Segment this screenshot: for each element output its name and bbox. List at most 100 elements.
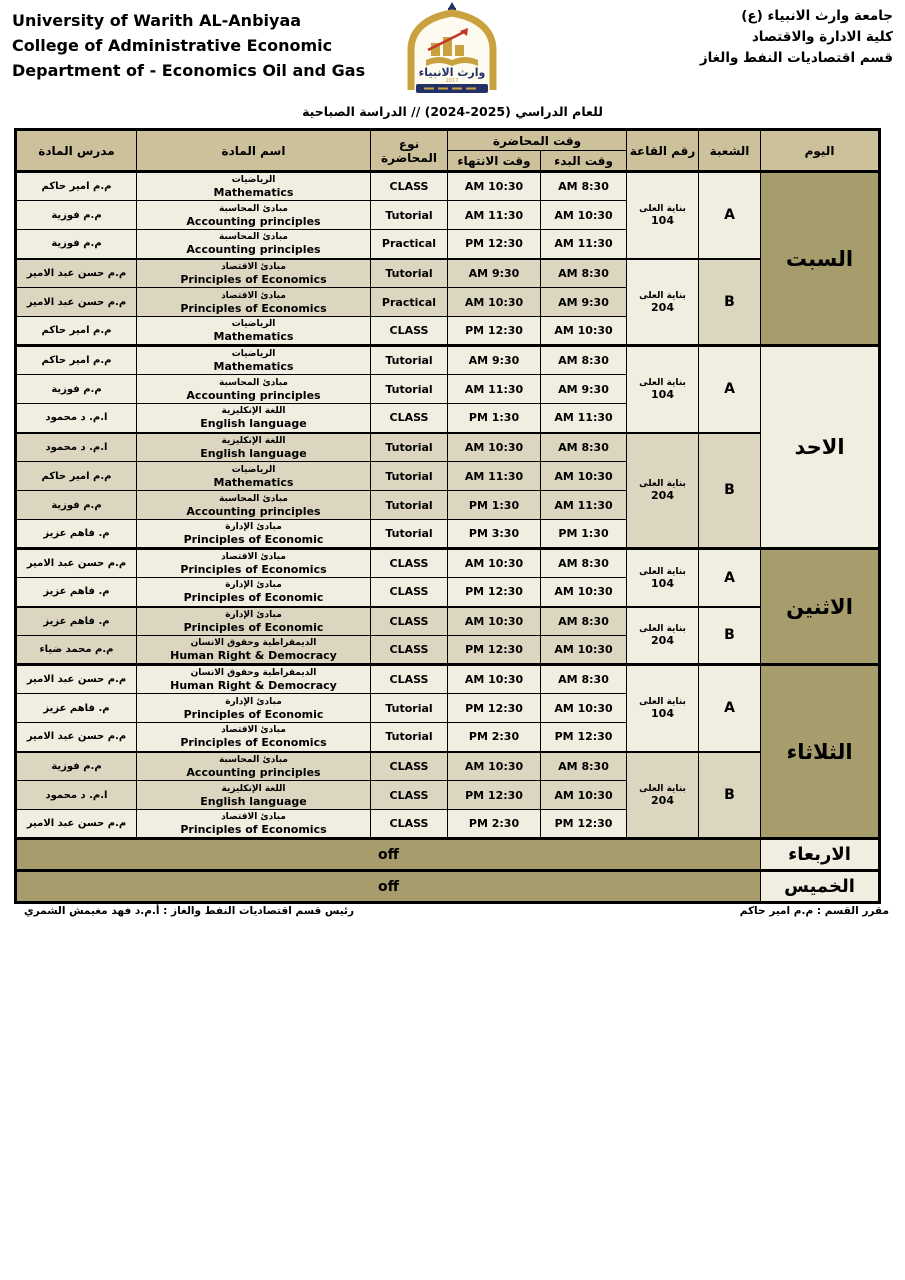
lecture-type-cell: Tutorial — [370, 200, 448, 230]
section-cell: A — [698, 663, 762, 752]
subject-cell: مبادئ المحاسبة Accounting principles — [136, 750, 371, 781]
subject-name-english: Principles of Economic — [183, 591, 324, 605]
subject-name-arabic: الرياضيات — [231, 464, 276, 475]
subject-name-arabic: مبادئ المحاسبة — [219, 377, 288, 388]
room-number: 104 — [651, 707, 674, 721]
subject-name-arabic: الرياضيات — [231, 349, 276, 359]
subject-name-arabic: مبادئ المحاسبة — [219, 232, 288, 243]
lecture-type-cell: Tutorial — [370, 374, 448, 404]
subject-cell: مبادئ الاقتصاد Principles of Economics — [136, 547, 371, 578]
lecture-type-cell: Tutorial — [370, 257, 448, 288]
subject-cell: اللغة الإنكليزية English language — [136, 780, 371, 810]
teacher-cell: م.م فوزية — [15, 200, 137, 230]
teacher-cell: م. فاهم عزيز — [15, 577, 137, 607]
end-time-cell: 9:30 AM — [446, 344, 542, 375]
subject-cell: الرياضيات Mathematics — [136, 461, 371, 491]
subject-name-arabic: مبادئ الاقتصاد — [221, 290, 286, 301]
subject-name-arabic: الرياضيات — [231, 175, 276, 185]
room-cell: بناية العلى 204 — [626, 605, 700, 665]
ribbon-marks — [424, 87, 476, 90]
start-time-cell: 9:30 AM — [540, 287, 628, 317]
room-building-label: بناية العلى — [639, 378, 686, 389]
room-building-label: بناية العلى — [639, 624, 686, 635]
lecture-type-cell: Practical — [370, 287, 448, 317]
lecture-type-cell: CLASS — [370, 809, 448, 839]
section-cell: B — [698, 750, 762, 839]
subject-name-english: Accounting principles — [186, 214, 321, 228]
subject-name-arabic: مبادئ المحاسبة — [219, 203, 288, 214]
start-time-cell: 10:30 AM — [540, 200, 628, 230]
end-time-cell: 2:30 PM — [446, 809, 542, 839]
lecture-type-cell: CLASS — [370, 605, 448, 636]
lecture-type-cell: CLASS — [370, 780, 448, 810]
room-cell: بناية العلى 204 — [626, 750, 700, 839]
timetable: اليوم الشعبة رقم القاعة وقت المحاضرة نوع… — [14, 128, 882, 904]
lecture-type-cell: CLASS — [370, 547, 448, 578]
start-time-cell: 12:30 PM — [540, 809, 628, 839]
institution-name-english: University of Warith AL-Anbiyaa College … — [12, 8, 365, 83]
end-time-cell: 1:30 PM — [446, 403, 542, 433]
header-section: الشعبة — [698, 129, 762, 172]
end-time-cell: 10:30 AM — [446, 605, 542, 636]
subject-name-english: Principles of Economic — [183, 533, 324, 546]
start-time-cell: 10:30 AM — [540, 461, 628, 491]
department-name-en: Department of - Economics Oil and Gas — [12, 61, 366, 80]
teacher-cell: ا.م. د محمود — [15, 780, 137, 810]
teacher-cell: م.م امير حاكم — [15, 344, 137, 375]
subject-name-english: Accounting principles — [186, 388, 321, 402]
header-end-time: وقت الانتهاء — [446, 150, 542, 172]
bar-chart-icon — [427, 28, 468, 56]
room-cell: بناية العلى 204 — [626, 257, 700, 346]
end-time-cell: 11:30 AM — [446, 200, 542, 230]
page-title: للعام الدراسي (2025-2024) // الدراسة الص… — [302, 104, 603, 119]
subject-cell: مبادئ المحاسبة Accounting principles — [136, 374, 371, 404]
subject-cell: مبادئ الاقتصاد Principles of Economics — [136, 287, 371, 317]
lecture-type-cell: Tutorial — [370, 490, 448, 520]
subject-cell: الرياضيات Mathematics — [136, 316, 371, 346]
room-building-label: بناية العلى — [639, 290, 686, 301]
lecture-type-cell: Practical — [370, 229, 448, 259]
end-time-cell: 12:30 PM — [446, 693, 542, 723]
end-time-cell: 12:30 PM — [446, 229, 542, 259]
start-time-cell: 8:30 AM — [540, 170, 628, 201]
start-time-cell: 10:30 AM — [540, 780, 628, 810]
subject-cell: مبادئ الاقتصاد Principles of Economics — [136, 809, 371, 839]
subject-name-english: Human Right & Democracy — [170, 679, 337, 692]
subject-name-arabic: اللغة الإنكليزية — [221, 406, 286, 417]
start-time-cell: 8:30 AM — [540, 257, 628, 288]
subject-name-arabic: الديمقراطية وحقوق الانسان — [190, 638, 317, 648]
day-cell: الخميس — [760, 869, 881, 903]
teacher-cell: م.م حسن عبد الامير — [15, 257, 137, 288]
teacher-cell: م. فاهم عزيز — [15, 605, 137, 636]
subject-name-english: Mathematics — [213, 360, 294, 373]
teacher-cell: م.م امير حاكم — [15, 316, 137, 346]
end-time-cell: 10:30 AM — [446, 547, 542, 578]
start-time-cell: 11:30 AM — [540, 490, 628, 520]
lecture-type-cell: CLASS — [370, 316, 448, 346]
section-cell: A — [698, 170, 762, 259]
subject-name-english: English language — [200, 417, 307, 431]
subject-name-arabic: مبادئ الإدارة — [225, 580, 282, 591]
room-number: 204 — [651, 634, 674, 648]
subject-cell: مبادئ الإدارة Principles of Economic — [136, 693, 371, 723]
header-type: نوع المحاضرة — [370, 129, 448, 172]
subject-cell: مبادئ الاقتصاد Principles of Economics — [136, 722, 371, 752]
subject-name-english: Accounting principles — [186, 504, 321, 518]
subject-name-arabic: مبادئ الإدارة — [225, 609, 282, 620]
lecture-type-cell: Tutorial — [370, 344, 448, 375]
teacher-cell: م.م حسن عبد الامير — [15, 547, 137, 578]
subject-name-arabic: مبادئ الاقتصاد — [221, 725, 286, 736]
room-number: 204 — [651, 489, 674, 503]
start-time-cell: 8:30 AM — [540, 547, 628, 578]
header-start-time: وقت البدء — [540, 150, 628, 172]
day-cell: الاثنين — [760, 547, 881, 665]
room-number: 204 — [651, 793, 674, 807]
section-cell: A — [698, 547, 762, 607]
teacher-cell: م.م فوزية — [15, 490, 137, 520]
subject-name-english: English language — [200, 794, 307, 808]
end-time-cell: 12:30 PM — [446, 316, 542, 346]
subject-name-english: Principles of Economic — [183, 707, 324, 721]
lecture-type-cell: CLASS — [370, 403, 448, 433]
subject-cell: مبادئ المحاسبة Accounting principles — [136, 200, 371, 230]
college-name-ar: كلية الادارة والاقتصاد — [751, 29, 893, 45]
